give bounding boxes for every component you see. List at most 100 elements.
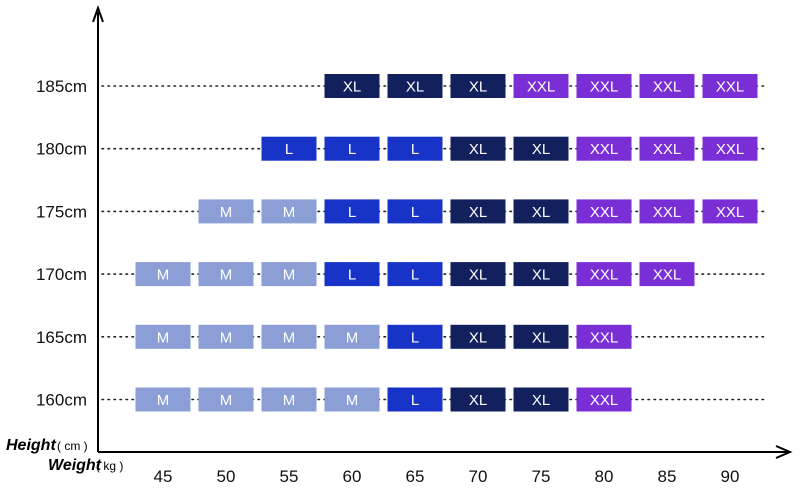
y-axis-title: Height (6, 437, 56, 454)
size-cell-box (513, 262, 569, 287)
size-cell-box (261, 262, 317, 287)
size-cell-label: M (220, 267, 233, 284)
rows-layer: 185cm XL XL XL XXL XXL XXL XXL 180cm L L L XL XL XXL XX… (36, 74, 769, 412)
size-cell-box (639, 262, 695, 287)
size-row: 180cm L L L XL XL XXL XXL XXL (36, 136, 769, 161)
size-row: 165cm M M M M L XL XL XXL (36, 324, 769, 349)
size-cell-box (576, 262, 632, 287)
size-cell-label: M (220, 329, 233, 346)
size-cell-box (702, 74, 758, 98)
size-cell-label: XL (406, 79, 424, 96)
x-axis-title: Weight (48, 457, 102, 474)
size-cell-box (135, 387, 191, 412)
size-cell-label: M (157, 329, 170, 346)
size-cell-box (198, 262, 254, 287)
size-cell-label: XXL (653, 267, 681, 284)
size-cell-box (324, 136, 380, 161)
size-cell-label: XXL (716, 79, 744, 96)
size-cell-label: L (411, 267, 419, 284)
size-cell-box (450, 199, 506, 224)
size-cell-box (324, 387, 380, 412)
size-cell-box (198, 324, 254, 349)
size-cell-box (261, 324, 317, 349)
size-cell-box (387, 262, 443, 287)
size-cell-box (324, 262, 380, 287)
size-cell-label: XL (532, 267, 550, 284)
size-cell-label: XL (469, 141, 487, 158)
size-cell-label: L (285, 141, 293, 158)
size-cell-box (387, 199, 443, 224)
size-cell-label: XXL (590, 267, 618, 284)
y-tick-label: 165cm (36, 328, 87, 347)
axes (92, 5, 793, 459)
size-cell-box (576, 324, 632, 349)
size-cell-box (513, 324, 569, 349)
size-cell-box (576, 199, 632, 224)
size-row: 185cm XL XL XL XXL XXL XXL XXL (36, 74, 769, 98)
size-cell-label: XXL (590, 79, 618, 96)
y-axis-arrow (92, 5, 104, 23)
size-cell-box (639, 74, 695, 98)
size-cell-label: L (411, 392, 419, 409)
size-cell-box (513, 387, 569, 412)
size-cell-box (261, 199, 317, 224)
size-cell-box (387, 324, 443, 349)
size-cell-box (450, 262, 506, 287)
size-cell-label: M (283, 204, 296, 221)
size-cell-box (450, 387, 506, 412)
x-axis-arrow (775, 445, 793, 459)
size-cell-label: L (348, 267, 356, 284)
size-cell-label: M (346, 329, 359, 346)
size-cell-label: XL (343, 79, 361, 96)
size-row: 170cm M M M L L XL XL XXL XXL (36, 262, 769, 287)
size-cell-label: XXL (653, 204, 681, 221)
size-cell-label: XXL (653, 79, 681, 96)
y-axis-unit: ( cm ) (57, 439, 88, 453)
size-cell-box (576, 136, 632, 161)
size-cell-box (135, 324, 191, 349)
x-tick-label: 90 (721, 467, 740, 486)
x-tick-label: 70 (469, 467, 488, 486)
y-tick-label: 185cm (36, 77, 87, 96)
size-cell-box (261, 136, 317, 161)
size-cell-label: XXL (716, 204, 744, 221)
x-tick-label: 65 (406, 467, 425, 486)
size-cell-box (639, 199, 695, 224)
size-cell-label: XL (469, 79, 487, 96)
y-tick-label: 170cm (36, 265, 87, 284)
x-tick-label: 55 (280, 467, 299, 486)
size-cell-label: L (411, 329, 419, 346)
x-tick-label: 85 (658, 467, 677, 486)
size-cell-label: XXL (590, 141, 618, 158)
size-cell-label: M (346, 392, 359, 409)
size-cell-box (513, 136, 569, 161)
y-tick-label: 180cm (36, 140, 87, 159)
x-tick-label: 75 (532, 467, 551, 486)
size-cell-label: XXL (527, 79, 555, 96)
size-cell-label: M (220, 392, 233, 409)
size-cell-label: XL (532, 141, 550, 158)
size-cell-box (198, 199, 254, 224)
size-cell-label: XL (469, 392, 487, 409)
size-cell-label: M (157, 267, 170, 284)
size-cell-box (135, 262, 191, 287)
y-tick-label: 175cm (36, 202, 87, 221)
size-cell-box (450, 324, 506, 349)
size-cell-label: XXL (653, 141, 681, 158)
size-cell-label: XXL (590, 204, 618, 221)
x-tick-label: 80 (595, 467, 614, 486)
size-row: 175cm M M L L XL XL XXL XXL XXL (36, 199, 769, 224)
size-cell-box (324, 324, 380, 349)
size-cell-label: XXL (716, 141, 744, 158)
x-tick-label: 45 (154, 467, 173, 486)
size-cell-label: M (283, 392, 296, 409)
y-tick-label: 160cm (36, 391, 87, 410)
size-cell-box (513, 74, 569, 98)
size-cell-box (450, 136, 506, 161)
size-cell-box (639, 136, 695, 161)
size-cell-label: XL (469, 204, 487, 221)
x-ticks: 45 50 55 60 65 70 75 80 85 90 (154, 467, 740, 486)
size-cell-label: L (411, 204, 419, 221)
size-cell-box (324, 74, 380, 98)
